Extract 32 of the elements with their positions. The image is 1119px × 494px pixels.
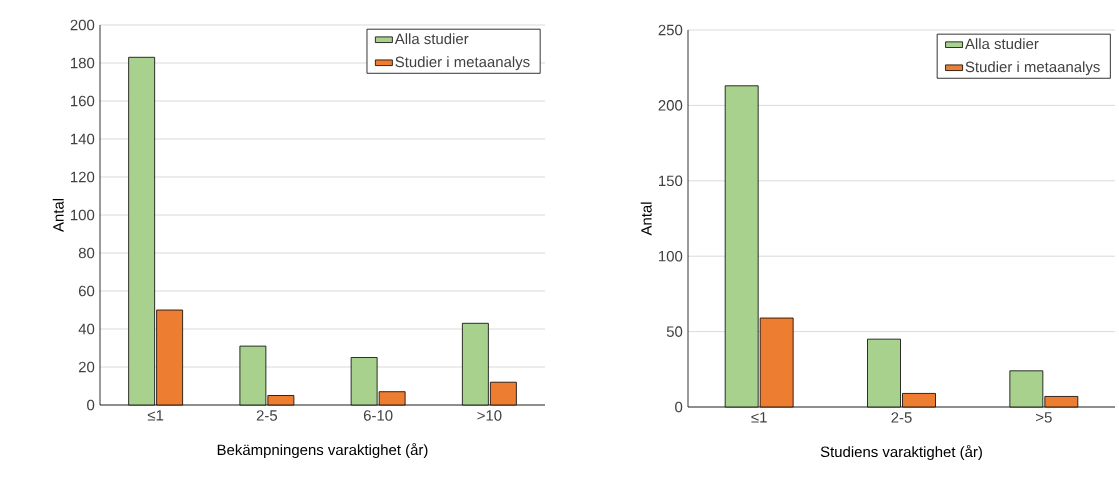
x-axis-title: Studiens varaktighet (år) [820,444,982,461]
y-tick-label: 50 [666,326,683,337]
x-tick-label: ≤1 [147,410,164,421]
y-tick-label: 120 [71,171,95,183]
y-tick-label: 0 [87,399,95,411]
legend-label: Studier i metaanalys [965,61,1100,76]
y-tick-label: 150 [659,175,683,187]
y-axis-title: Antal [640,202,652,236]
y-tick-label: 60 [78,285,95,297]
y-axis-title: Antal [52,198,64,232]
x-tick-label: ≤1 [751,412,767,423]
legend-label: Alla studier [394,33,469,45]
x-tick-label: >5 [1036,412,1052,423]
x-tick-label: >10 [477,410,502,421]
y-tick-label: 200 [70,19,95,31]
y-tick-label: 250 [658,24,683,36]
y-tick-label: 0 [675,401,683,413]
x-tick-label: 6-10 [363,410,393,421]
legend-label: Alla studier [964,38,1039,50]
y-tick-label: 160 [71,95,95,107]
y-tick-label: 180 [71,57,95,69]
y-tick-label: 40 [78,323,95,335]
x-tick-label: 2-5 [256,410,278,421]
x-axis-title: Bekämpningens varaktighet (år) [217,442,428,459]
legend-label: Studier i metaanalys [395,56,530,71]
y-tick-label: 100 [659,250,683,262]
y-tick-label: 200 [658,100,683,111]
y-tick-label: 100 [71,209,95,221]
y-tick-label: 20 [78,361,95,373]
y-tick-label: 140 [71,133,95,145]
x-tick-label: 2-5 [891,412,912,423]
y-tick-label: 80 [78,247,95,259]
